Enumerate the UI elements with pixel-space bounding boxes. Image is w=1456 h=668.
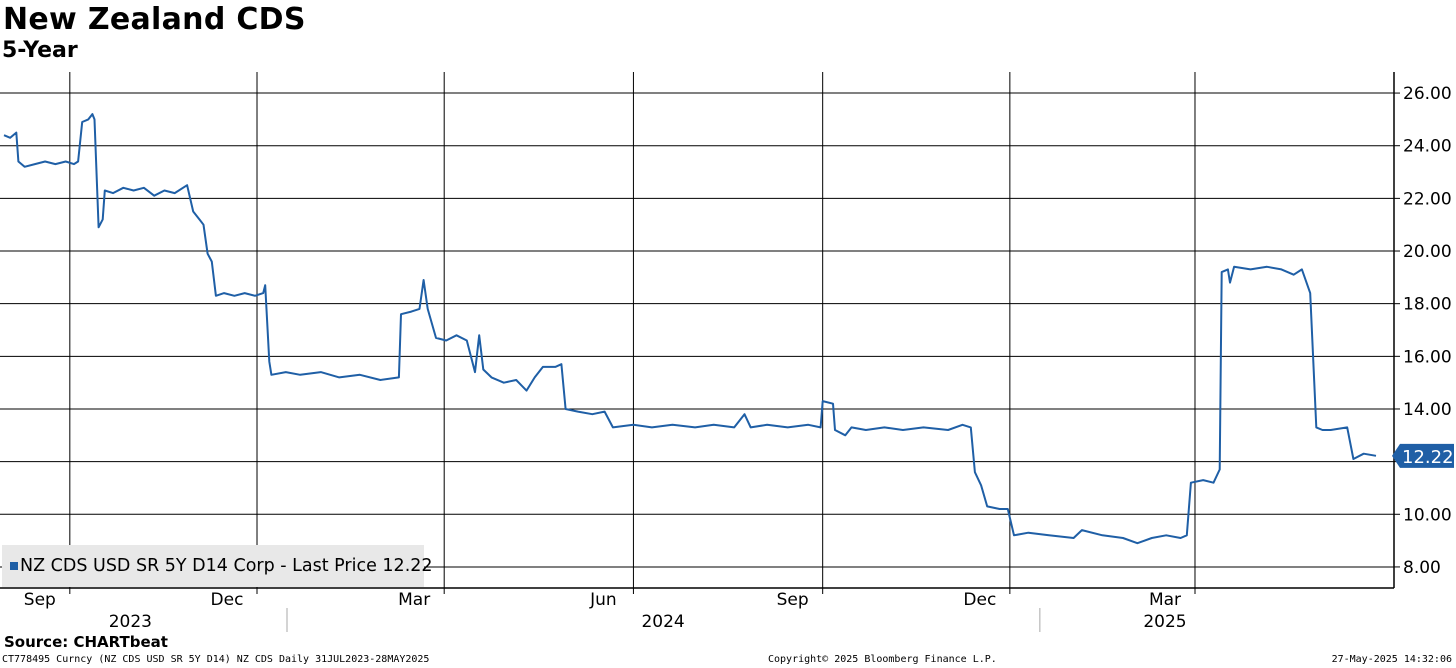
y-tick-label: 26.00 <box>1403 84 1452 104</box>
year-label: 2024 <box>641 612 684 632</box>
last-value-label: 12.22 <box>1402 447 1454 468</box>
series-line <box>3 113 1377 545</box>
footer-copyright: Copyright© 2025 Bloomberg Finance L.P. <box>768 654 997 665</box>
x-tick-label: Dec <box>963 590 996 610</box>
year-label: 2025 <box>1143 612 1186 632</box>
legend-swatch <box>10 562 18 570</box>
y-tick-label: 10.00 <box>1403 505 1452 525</box>
x-tick-label: Sep <box>24 590 56 610</box>
y-tick-label: 14.00 <box>1403 400 1452 420</box>
axes: 8.0010.0012.0014.0016.0018.0020.0022.002… <box>0 72 1454 632</box>
x-tick-label: Jun <box>589 590 617 610</box>
legend: NZ CDS USD SR 5Y D14 Corp - Last Price 1… <box>2 545 433 587</box>
x-tick-label: Dec <box>211 590 244 610</box>
x-tick-label: Sep <box>777 590 809 610</box>
y-tick-label: 24.00 <box>1403 137 1452 157</box>
x-tick-label: Mar <box>1149 590 1181 610</box>
y-tick-label: 22.00 <box>1403 189 1452 209</box>
year-label: 2023 <box>109 612 152 632</box>
chart-title: New Zealand CDS <box>3 2 306 37</box>
grid <box>0 72 1394 588</box>
y-tick-label: 18.00 <box>1403 295 1452 315</box>
y-tick-label: 16.00 <box>1403 347 1452 367</box>
legend-label: NZ CDS USD SR 5Y D14 Corp - Last Price 1… <box>20 556 433 576</box>
x-tick-label: Mar <box>398 590 430 610</box>
source-label: Source: CHARTbeat <box>4 633 168 651</box>
footer-timestamp: 27-May-2025 14:32:06 <box>1331 654 1452 665</box>
series-layer <box>3 113 1377 545</box>
y-tick-label: 8.00 <box>1403 558 1441 578</box>
footer-ticker-info: CT778495 Curncy (NZ CDS USD SR 5Y D14) N… <box>2 654 430 665</box>
y-tick-label: 20.00 <box>1403 242 1452 262</box>
chart-subtitle: 5-Year <box>2 38 78 63</box>
last-value-badge <box>1392 443 1454 468</box>
line-chart: 8.0010.0012.0014.0016.0018.0020.0022.002… <box>0 72 1454 632</box>
